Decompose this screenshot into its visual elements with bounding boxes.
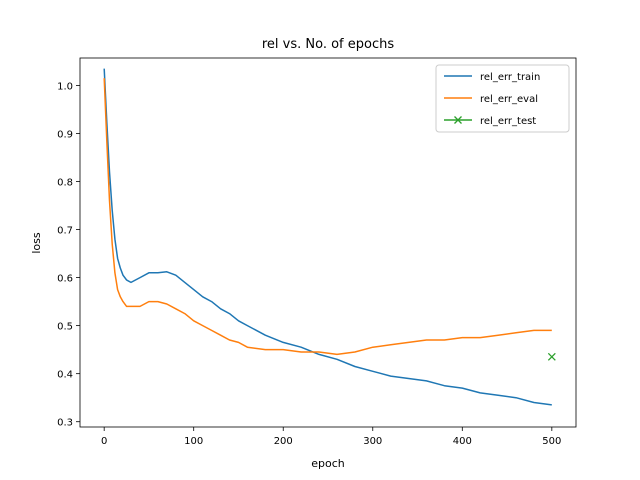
legend-box <box>435 64 570 133</box>
y-axis-label: loss <box>30 232 43 254</box>
legend-item-rel-err-test: rel_err_test <box>444 116 536 127</box>
legend-label: rel_err_test <box>480 116 536 127</box>
rel-err-test-point <box>547 352 556 361</box>
y-tick-label: 0.9 <box>57 129 73 140</box>
y-tick-label: 0.6 <box>57 274 73 285</box>
x-axis-ticks: 0 100 200 300 400 500 <box>101 427 561 447</box>
x-tick-label: 100 <box>184 436 203 447</box>
chart-title: rel vs. No. of epochs <box>262 37 394 52</box>
x-axis-label: epoch <box>311 457 345 470</box>
y-axis-ticks: 0.3 0.4 0.5 0.6 0.7 0.8 0.9 1.0 <box>57 81 80 429</box>
legend: rel_err_train rel_err_eval rel_err_test <box>435 64 570 133</box>
x-tick-label: 0 <box>101 436 107 447</box>
rel-err-train-line <box>103 68 552 406</box>
rel-err-eval-line <box>103 78 552 356</box>
y-tick-label: 0.4 <box>57 370 73 381</box>
x-tick-label: 400 <box>453 436 472 447</box>
y-tick-label: 0.8 <box>57 177 73 188</box>
plot-area <box>103 68 556 406</box>
x-tick-label: 500 <box>542 436 561 447</box>
y-tick-label: 0.7 <box>57 226 73 237</box>
x-tick-label: 200 <box>274 436 293 447</box>
y-tick-label: 1.0 <box>57 81 73 92</box>
y-tick-label: 0.3 <box>57 418 73 429</box>
y-tick-label: 0.5 <box>57 322 73 333</box>
legend-item-rel-err-eval: rel_err_eval <box>444 94 538 105</box>
legend-item-rel-err-train: rel_err_train <box>444 72 540 83</box>
legend-label: rel_err_eval <box>480 94 538 105</box>
legend-label: rel_err_train <box>480 72 540 83</box>
x-tick-label: 300 <box>363 436 382 447</box>
axes-frame <box>79 57 577 428</box>
